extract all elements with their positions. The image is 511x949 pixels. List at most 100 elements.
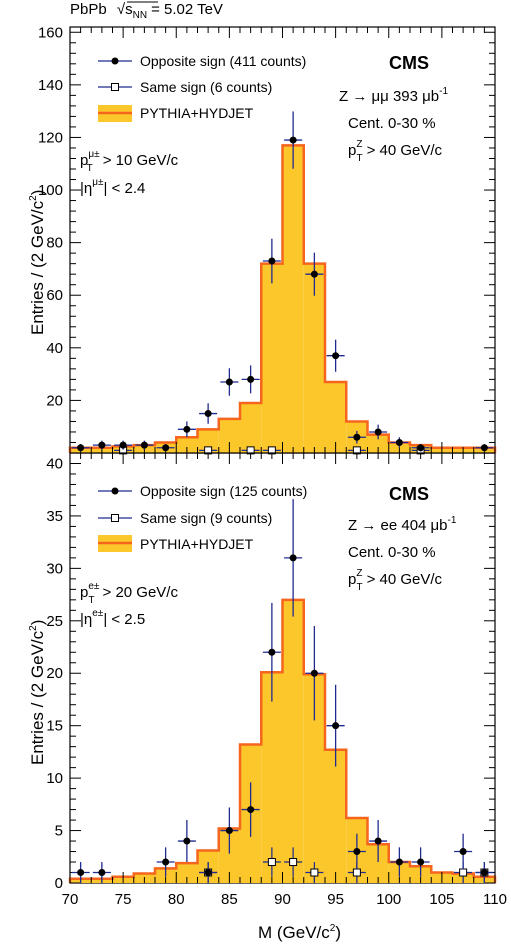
panel-top-y-title: Entries / (2 GeV/c2) <box>28 190 47 335</box>
opposite-sign-point <box>459 848 467 856</box>
same-sign-point <box>310 868 319 877</box>
header-system: PbPb <box>70 1 107 18</box>
opposite-sign-point <box>247 375 255 383</box>
panel-bottom-ptz-cut: pZ T > 40 GeV/c <box>348 568 443 593</box>
panel-bottom-eta-cut: |ηe±| < 2.5 <box>80 608 145 628</box>
mc-bin <box>325 382 347 453</box>
y-tick-label: 20 <box>46 392 63 409</box>
legend-mc-label: PYTHIA+HYDJET <box>140 105 254 121</box>
header-sqrt: √ <box>117 1 126 18</box>
same-sign-point <box>289 858 298 867</box>
y-tick-label: 5 <box>55 823 63 840</box>
panel-bottom: 0 5 10 15 20 25 30 35 40 Entries / (2 GeV/c2) Op… <box>28 452 497 892</box>
same-sign-point <box>267 858 276 867</box>
y-tick-label: 100 <box>38 182 63 199</box>
same-sign-point <box>459 868 468 877</box>
legend-opposite-marker <box>111 487 119 495</box>
panel-bottom-pt-cut: pe± T > 20 GeV/c <box>80 581 178 606</box>
y-tick-label: 15 <box>46 718 63 735</box>
opposite-sign-point <box>395 858 403 866</box>
mc-bin <box>303 674 325 883</box>
mc-bin <box>240 403 262 453</box>
y-tick-label: 0 <box>55 875 63 892</box>
panel-bottom-ticks: 0 5 10 15 20 25 30 35 40 <box>46 452 496 892</box>
opposite-sign-point <box>268 648 276 656</box>
opposite-sign-point <box>247 806 255 814</box>
mc-bin <box>367 434 389 453</box>
x-tick-label: 85 <box>221 891 238 908</box>
opposite-sign-point <box>162 858 170 866</box>
opposite-sign-point <box>289 136 297 144</box>
opposite-sign-point <box>374 837 382 845</box>
opposite-sign-point <box>98 869 106 877</box>
legend-same-marker <box>111 514 119 522</box>
panel-bottom-centrality: Cent. 0-30 % <box>348 544 436 561</box>
x-tick-label: 105 <box>429 891 454 908</box>
legend-same-label: Same sign (9 counts) <box>140 510 272 526</box>
panel-top-centrality: Cent. 0-30 % <box>348 115 436 132</box>
header-s: s <box>125 1 133 18</box>
opposite-sign-point <box>183 837 191 845</box>
opposite-sign-point <box>289 554 297 562</box>
opposite-sign-point <box>204 410 212 418</box>
mc-bin <box>218 828 240 883</box>
mc-bin <box>261 263 283 453</box>
y-tick-label: 120 <box>38 129 63 146</box>
opposite-sign-point <box>77 444 85 452</box>
opposite-sign-point <box>183 425 191 433</box>
x-tick-label: 100 <box>376 891 401 908</box>
y-tick-label: 140 <box>38 77 63 94</box>
mc-bin <box>325 749 347 883</box>
opposite-sign-point <box>119 441 127 449</box>
header-value: = 5.02 TeV <box>151 1 223 18</box>
y-tick-label: 60 <box>46 287 63 304</box>
legend-same-label: Same sign (6 counts) <box>140 79 272 95</box>
opposite-sign-point <box>395 438 403 446</box>
opposite-sign-point <box>204 869 212 877</box>
opposite-sign-point <box>140 441 148 449</box>
panel-top-experiment: CMS <box>389 53 429 73</box>
mc-bin <box>197 429 219 453</box>
panel-top-opposite-sign <box>71 111 494 452</box>
header-nn: NN <box>133 10 147 21</box>
mc-bin <box>176 437 198 453</box>
panel-bottom-legend: Opposite sign (125 counts) Same sign (9 … <box>98 483 307 552</box>
opposite-sign-point <box>332 352 340 360</box>
mc-bin <box>282 599 304 883</box>
opposite-sign-point <box>310 669 318 677</box>
opposite-sign-point <box>480 444 488 452</box>
mc-bin <box>218 418 240 453</box>
opposite-sign-point <box>374 428 382 436</box>
x-tick-label: 70 <box>62 891 79 908</box>
mc-bin <box>261 672 283 883</box>
panel-bottom-opposite-sign <box>71 499 494 883</box>
y-tick-label: 35 <box>46 508 63 525</box>
y-tick-label: 40 <box>46 455 63 472</box>
opposite-sign-point <box>417 444 425 452</box>
panel-top-eta-cut: |ημ±| < 2.4 <box>80 177 145 197</box>
panel-bottom-experiment: CMS <box>389 484 429 504</box>
same-sign-point <box>352 868 361 877</box>
opposite-sign-point <box>77 869 85 877</box>
y-tick-label: 25 <box>46 613 63 630</box>
legend-opposite-label: Opposite sign (411 counts) <box>140 53 306 69</box>
panel-bottom-process: Z → ee 404 μb-1 <box>348 515 457 534</box>
legend-opposite-marker <box>111 57 119 65</box>
opposite-sign-point <box>225 827 233 835</box>
x-tick-label: 75 <box>115 891 132 908</box>
mc-bin <box>303 263 325 453</box>
panel-top-legend: Opposite sign (411 counts) Same sign (6 … <box>98 53 306 122</box>
x-tick-label: 110 <box>483 891 507 908</box>
x-tick-label: 95 <box>327 891 344 908</box>
x-tick-label: 80 <box>168 891 185 908</box>
y-tick-label: 80 <box>46 235 63 252</box>
opposite-sign-point <box>417 858 425 866</box>
x-tick-labels: 70 75 80 85 90 95 100 105 110 <box>62 891 507 908</box>
x-tick-label: 90 <box>274 891 291 908</box>
panel-top-ticks: 20 40 60 80 100 120 140 160 <box>38 24 496 454</box>
y-tick-label: 40 <box>46 340 63 357</box>
opposite-sign-point <box>353 433 361 441</box>
legend-opposite-label: Opposite sign (125 counts) <box>140 483 307 499</box>
mc-bin <box>282 145 304 454</box>
